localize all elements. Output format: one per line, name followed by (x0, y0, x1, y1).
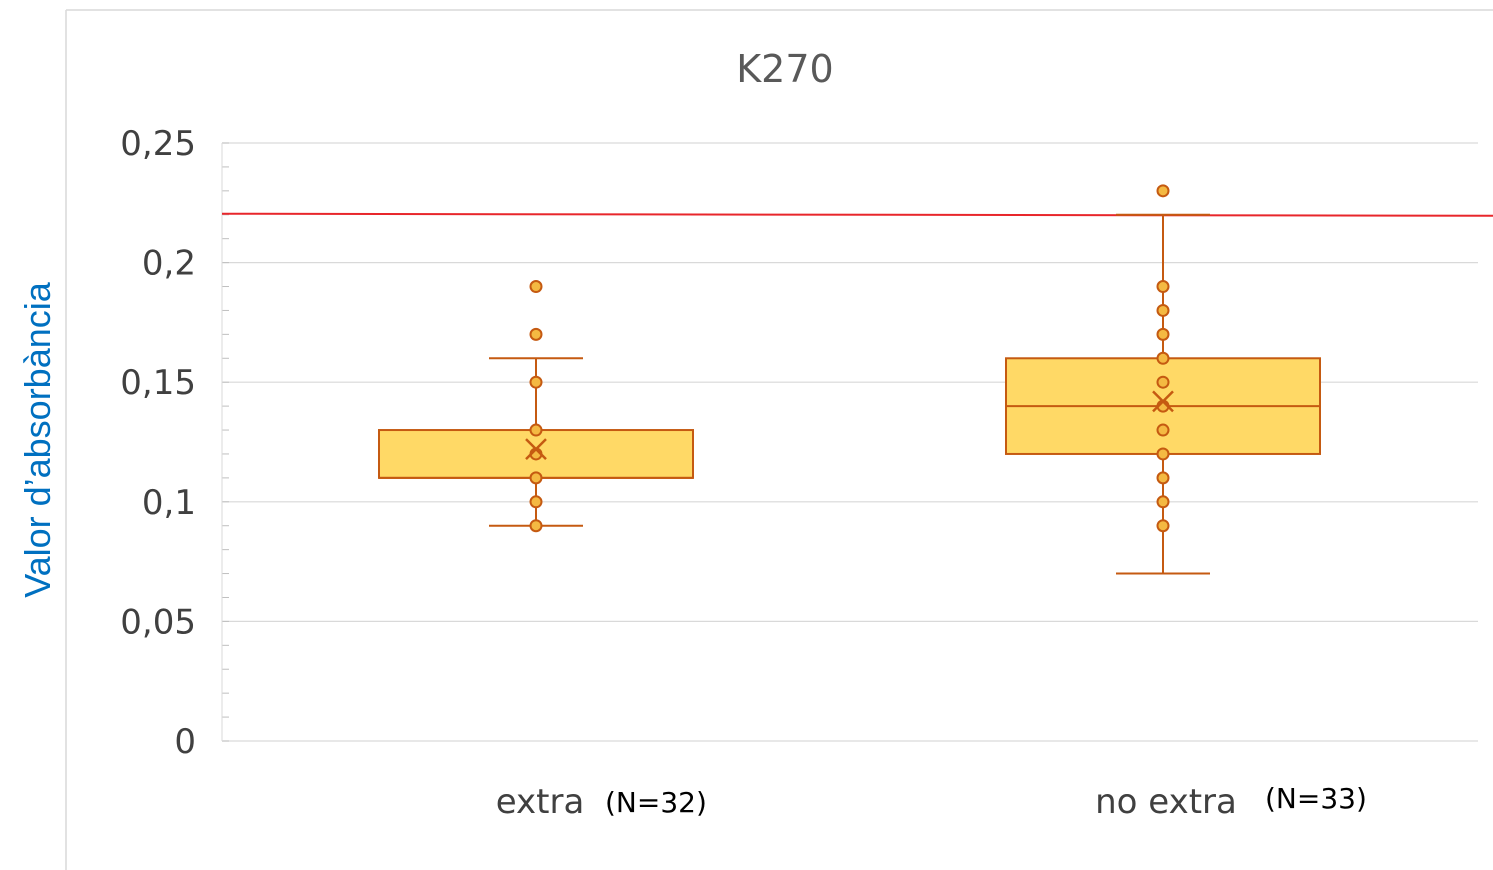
mean-marker (1152, 390, 1174, 413)
x-category-count: (N=32) (605, 786, 707, 819)
data-point (1156, 351, 1170, 365)
data-point (1156, 423, 1170, 437)
data-point (1156, 519, 1170, 533)
y-axis-label: Valor d’absorbància (17, 281, 58, 598)
chart-title: K270 (736, 47, 833, 91)
x-category-count: (N=33) (1265, 782, 1367, 815)
minor-ticks (221, 142, 229, 742)
y-tick-label: 0,15 (120, 363, 196, 403)
y-tick-label: 0,2 (142, 244, 196, 284)
data-point (529, 327, 543, 341)
y-tick-label: 0 (174, 722, 196, 762)
x-category-label: extra (496, 782, 585, 822)
x-categories: extra (N=32) no extra (N=33) (496, 782, 1367, 822)
data-point (1156, 471, 1170, 485)
data-point (1156, 375, 1170, 389)
data-point (529, 471, 543, 485)
data-point (1156, 327, 1170, 341)
data-point (1156, 184, 1170, 198)
y-ticks: 0 0,05 0,1 0,15 0,2 0,25 (120, 124, 196, 762)
y-tick-label: 0,25 (120, 124, 196, 164)
data-point (1156, 447, 1170, 461)
data-point (1156, 303, 1170, 317)
x-category-label: no extra (1095, 782, 1237, 822)
box-plots (378, 184, 1321, 575)
data-point (529, 519, 543, 533)
data-point (1156, 495, 1170, 509)
box-extra (378, 280, 694, 533)
mean-marker (525, 438, 547, 461)
y-tick-label: 0,1 (142, 483, 196, 523)
reference-line-group (221, 212, 1493, 217)
gridlines (222, 142, 1478, 742)
data-point (529, 423, 543, 437)
y-tick-label: 0,05 (120, 602, 196, 642)
reference-line (221, 212, 1493, 217)
data-point (1156, 280, 1170, 294)
data-point (529, 280, 543, 294)
data-point (529, 495, 543, 509)
box-no-extra (1005, 184, 1321, 575)
data-point (529, 375, 543, 389)
